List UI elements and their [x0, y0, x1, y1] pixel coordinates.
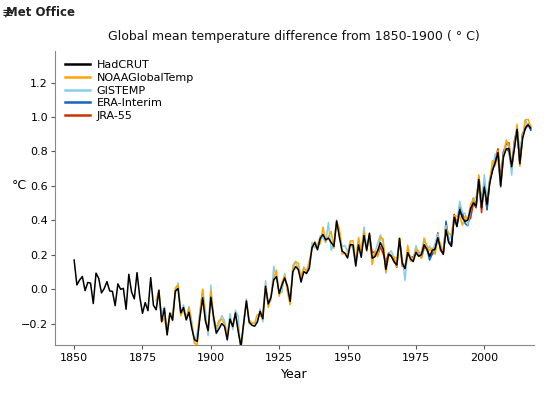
Text: ≢: ≢ [1, 6, 13, 20]
Legend: HadCRUT, NOAAGlobalTemp, GISTEMP, ERA-Interim, JRA-55: HadCRUT, NOAAGlobalTemp, GISTEMP, ERA-In… [65, 60, 194, 121]
Text: Met Office: Met Office [6, 6, 74, 19]
Y-axis label: °C: °C [12, 179, 27, 192]
Title: Global mean temperature difference from 1850-1900 ( ° C): Global mean temperature difference from … [108, 30, 480, 44]
X-axis label: Year: Year [281, 368, 307, 381]
